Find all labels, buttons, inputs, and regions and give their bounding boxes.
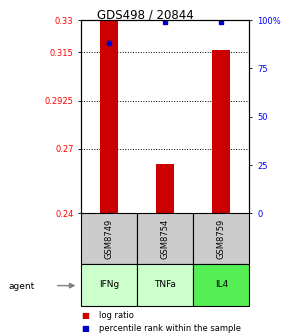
Text: percentile rank within the sample: percentile rank within the sample	[99, 324, 241, 333]
Bar	[100, 20, 118, 213]
Bar	[81, 264, 137, 306]
Text: ■: ■	[81, 324, 89, 333]
Bar	[193, 213, 249, 264]
Bar	[193, 264, 249, 306]
Text: ■: ■	[81, 311, 89, 320]
Text: IL4: IL4	[215, 280, 228, 289]
Bar	[156, 164, 174, 213]
Bar	[137, 213, 193, 264]
Text: IFNg: IFNg	[99, 280, 119, 289]
Text: log ratio: log ratio	[99, 311, 133, 320]
Bar	[137, 264, 193, 306]
Text: GDS498 / 20844: GDS498 / 20844	[97, 8, 193, 22]
Bar	[81, 213, 137, 264]
Text: TNFa: TNFa	[154, 280, 176, 289]
Text: GSM8754: GSM8754	[161, 218, 170, 259]
Text: agent: agent	[9, 282, 35, 291]
Text: GSM8749: GSM8749	[105, 218, 114, 259]
Bar	[212, 50, 230, 213]
Text: GSM8759: GSM8759	[217, 218, 226, 259]
